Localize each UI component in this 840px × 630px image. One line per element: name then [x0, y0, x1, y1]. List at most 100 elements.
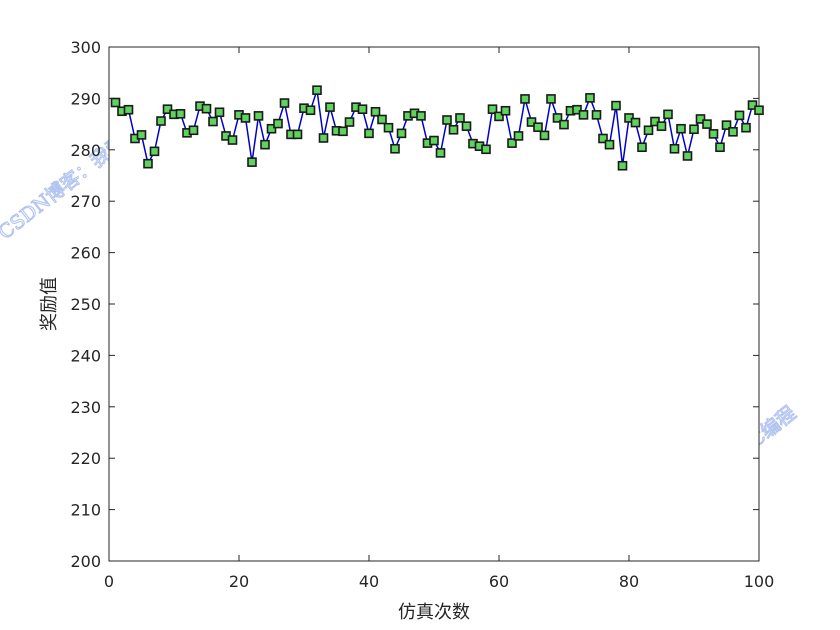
data-point	[429, 135, 439, 146]
data-point	[585, 93, 595, 103]
data-point	[721, 120, 732, 130]
data-point	[377, 114, 387, 125]
data-point	[695, 114, 706, 124]
data-point	[682, 151, 693, 161]
data-point	[214, 107, 225, 118]
data-point	[260, 139, 270, 150]
y-tick-label: 210	[70, 501, 101, 520]
data-point	[461, 121, 472, 131]
data-point	[604, 139, 615, 150]
x-tick-label: 20	[229, 572, 249, 591]
data-point	[754, 105, 764, 116]
data-point	[156, 116, 166, 126]
data-point	[526, 117, 537, 127]
data-point	[598, 133, 608, 144]
data-point	[383, 122, 394, 133]
x-tick-label: 60	[489, 572, 509, 591]
x-axis-label: 仿真次数	[398, 602, 470, 623]
y-tick-label: 240	[70, 346, 101, 365]
data-point	[689, 124, 699, 135]
data-point	[617, 160, 628, 171]
data-point	[370, 106, 381, 117]
data-point	[162, 104, 173, 114]
data-point	[143, 158, 153, 169]
y-tick-label: 200	[70, 552, 101, 571]
x-tick-label: 100	[744, 572, 775, 591]
data-point	[435, 148, 446, 158]
data-point	[396, 128, 407, 139]
data-point	[357, 104, 368, 114]
data-point	[643, 125, 654, 136]
data-point	[338, 126, 348, 137]
data-point	[663, 109, 673, 120]
data-point	[513, 131, 524, 141]
y-tick-label: 290	[70, 89, 101, 108]
data-point	[676, 123, 686, 134]
data-point	[442, 115, 452, 125]
data-point	[312, 85, 322, 95]
data-point	[747, 100, 758, 110]
data-point	[240, 113, 251, 123]
data-point	[546, 94, 556, 104]
data-point	[136, 130, 147, 140]
data-point	[227, 135, 238, 145]
x-tick-label: 40	[359, 572, 379, 591]
y-axis-label: 奖励值	[39, 277, 60, 331]
series-layer	[110, 85, 764, 171]
data-point	[266, 123, 277, 134]
data-point	[741, 122, 751, 133]
data-point	[552, 113, 563, 123]
data-point	[292, 129, 303, 140]
y-tick-label: 300	[70, 38, 101, 57]
data-point	[507, 138, 517, 148]
data-point	[390, 143, 400, 154]
data-point	[175, 109, 186, 119]
data-point	[591, 110, 602, 120]
data-point	[708, 129, 719, 139]
data-point	[416, 111, 426, 121]
data-point	[273, 118, 283, 129]
data-point	[247, 157, 257, 167]
data-point	[208, 116, 218, 127]
data-point	[364, 128, 374, 139]
data-point	[715, 142, 725, 153]
data-point	[500, 105, 511, 116]
data-point	[253, 111, 264, 121]
y-tick-label: 250	[70, 295, 101, 314]
data-point	[734, 110, 745, 121]
y-tick-label: 270	[70, 192, 101, 211]
data-point	[539, 130, 550, 141]
data-point	[637, 142, 647, 153]
data-point	[448, 124, 459, 135]
data-point	[481, 144, 491, 155]
data-point	[572, 104, 582, 115]
x-tick-label: 0	[104, 572, 114, 591]
data-point	[318, 133, 329, 143]
data-point	[630, 117, 641, 128]
y-tick-label: 260	[70, 244, 101, 263]
data-point	[578, 110, 589, 120]
data-point	[344, 117, 355, 127]
data-point	[728, 127, 738, 137]
data-point	[669, 143, 680, 154]
data-point	[279, 98, 290, 108]
data-point	[487, 104, 498, 114]
data-point	[533, 122, 543, 132]
data-point	[149, 146, 160, 157]
data-point	[520, 94, 530, 104]
data-point	[110, 97, 121, 108]
axis-ticks: 0 20 40 60 80 100 200 210 220 230 240 250 260 270 280 2…	[70, 38, 774, 591]
y-tick-label: 280	[70, 141, 101, 160]
x-tick-label: 80	[619, 572, 639, 591]
data-point	[656, 121, 667, 131]
y-tick-label: 220	[70, 449, 101, 468]
data-point	[455, 113, 465, 123]
data-point	[702, 119, 712, 129]
data-point	[325, 102, 335, 112]
data-point	[123, 104, 134, 115]
data-point	[611, 100, 621, 111]
y-tick-label: 230	[70, 398, 101, 417]
data-point	[305, 105, 316, 116]
data-point	[201, 103, 212, 114]
